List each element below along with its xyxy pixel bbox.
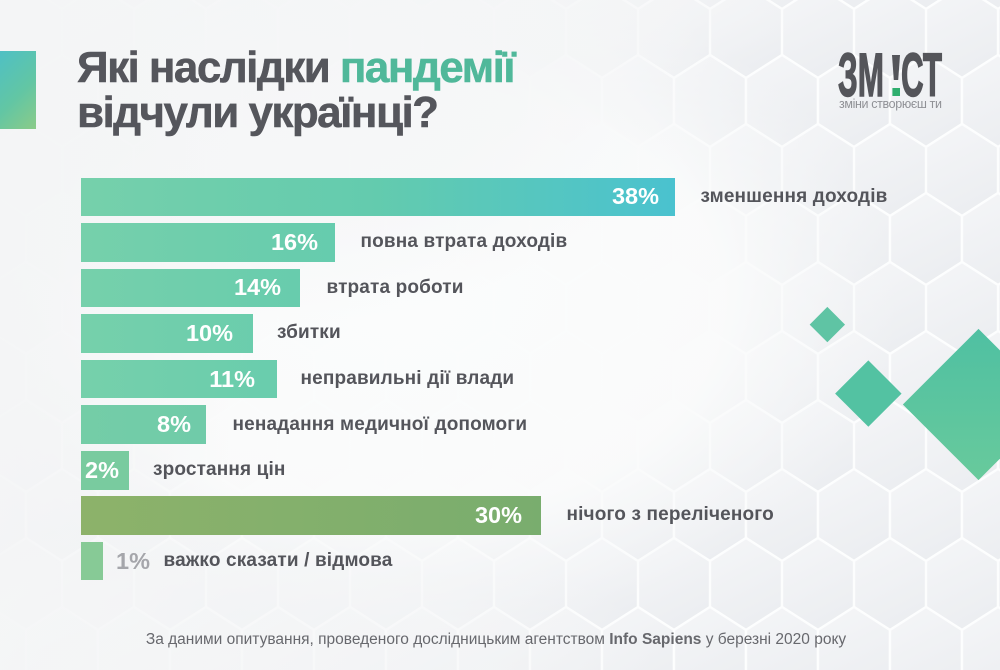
svg-text:СТ: СТ xyxy=(901,50,942,109)
svg-text:ЗМ: ЗМ xyxy=(838,50,884,109)
svg-text:зміни створюєш ти: зміни створюєш ти xyxy=(839,97,942,111)
